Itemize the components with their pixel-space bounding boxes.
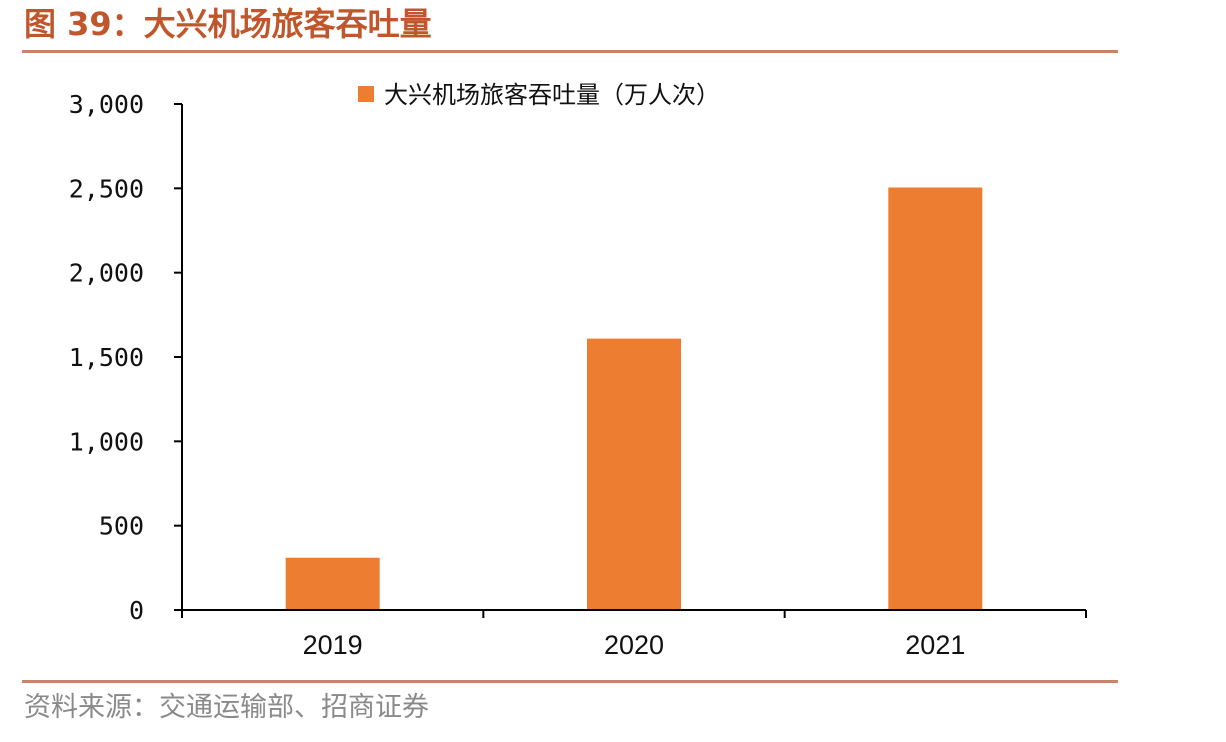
y-tick-label: 2,500 xyxy=(69,174,144,203)
source-divider xyxy=(22,680,1118,683)
y-tick-label: 2,000 xyxy=(69,259,144,288)
y-tick-label: 3,000 xyxy=(69,90,144,119)
legend-swatch xyxy=(358,86,374,102)
y-tick-label: 1,000 xyxy=(69,427,144,456)
x-tick-label: 2021 xyxy=(905,630,965,660)
source-note: 资料来源：交通运输部、招商证券 xyxy=(24,692,429,723)
chart-legend: 大兴机场旅客吞吐量（万人次） xyxy=(358,81,720,109)
y-tick-label: 0 xyxy=(129,596,144,625)
x-axis-ticks: 2019 2020 2021 xyxy=(181,610,1087,660)
figure-title: 图 39：大兴机场旅客吞吐量 xyxy=(24,5,432,43)
axes xyxy=(181,104,1086,611)
y-tick-label: 500 xyxy=(99,512,144,541)
bar-2021 xyxy=(888,187,983,611)
y-tick-label: 1,500 xyxy=(69,343,144,372)
y-axis-ticks: 0 500 1,000 1,500 2,000 2,500 3,000 xyxy=(69,90,182,625)
x-tick-label: 2020 xyxy=(604,630,664,660)
bar-2020 xyxy=(587,338,681,610)
bar-2019 xyxy=(285,557,380,610)
bars xyxy=(285,187,983,611)
title-divider xyxy=(22,50,1118,53)
legend-label: 大兴机场旅客吞吐量（万人次） xyxy=(384,81,720,109)
x-tick-label: 2019 xyxy=(303,630,363,660)
